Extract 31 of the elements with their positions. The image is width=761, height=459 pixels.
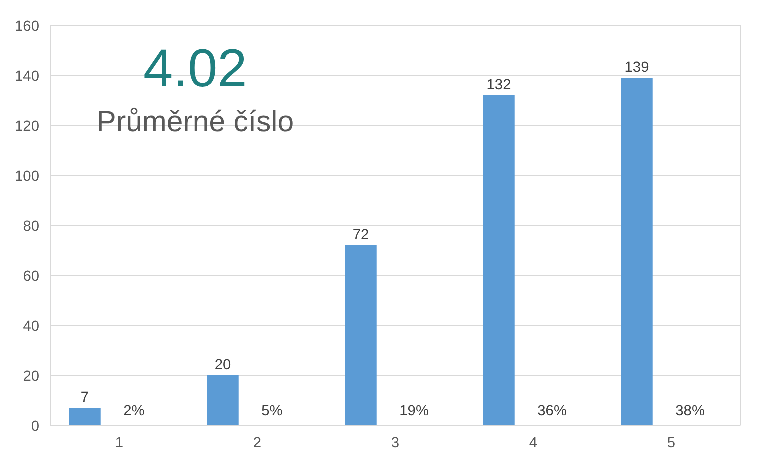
y-tick-label: 120	[15, 119, 40, 135]
x-tick-label: 2	[253, 436, 262, 452]
y-tick-label: 40	[23, 319, 40, 335]
x-tick-label: 4	[529, 436, 538, 452]
bar	[207, 376, 239, 426]
y-tick-label: 0	[31, 419, 40, 435]
data-label: 20	[214, 358, 232, 374]
y-tick-label: 80	[23, 219, 40, 235]
bar	[483, 96, 515, 426]
annotation: 5%	[262, 404, 283, 420]
x-tick-label: 5	[667, 436, 676, 452]
bar	[345, 246, 377, 426]
bar	[69, 408, 101, 426]
data-label: 132	[486, 78, 512, 94]
y-tick-label: 160	[15, 19, 40, 35]
annotation: 2%	[124, 404, 145, 420]
y-tick-label: 20	[23, 369, 40, 385]
bar	[621, 78, 653, 426]
annotation: 19%	[400, 404, 429, 420]
annotation: 36%	[538, 404, 567, 420]
y-tick-label: 60	[23, 269, 40, 285]
annotation: 38%	[676, 404, 705, 420]
x-tick-label: 1	[115, 436, 124, 452]
y-tick-label: 140	[15, 69, 40, 85]
data-label: 72	[352, 228, 370, 244]
data-label: 139	[624, 60, 650, 76]
y-tick-label: 100	[15, 169, 40, 185]
annotation: 4.02	[144, 40, 248, 98]
x-tick-label: 3	[391, 436, 400, 452]
data-label: 7	[80, 390, 90, 406]
annotation: Průměrné číslo	[96, 106, 294, 138]
